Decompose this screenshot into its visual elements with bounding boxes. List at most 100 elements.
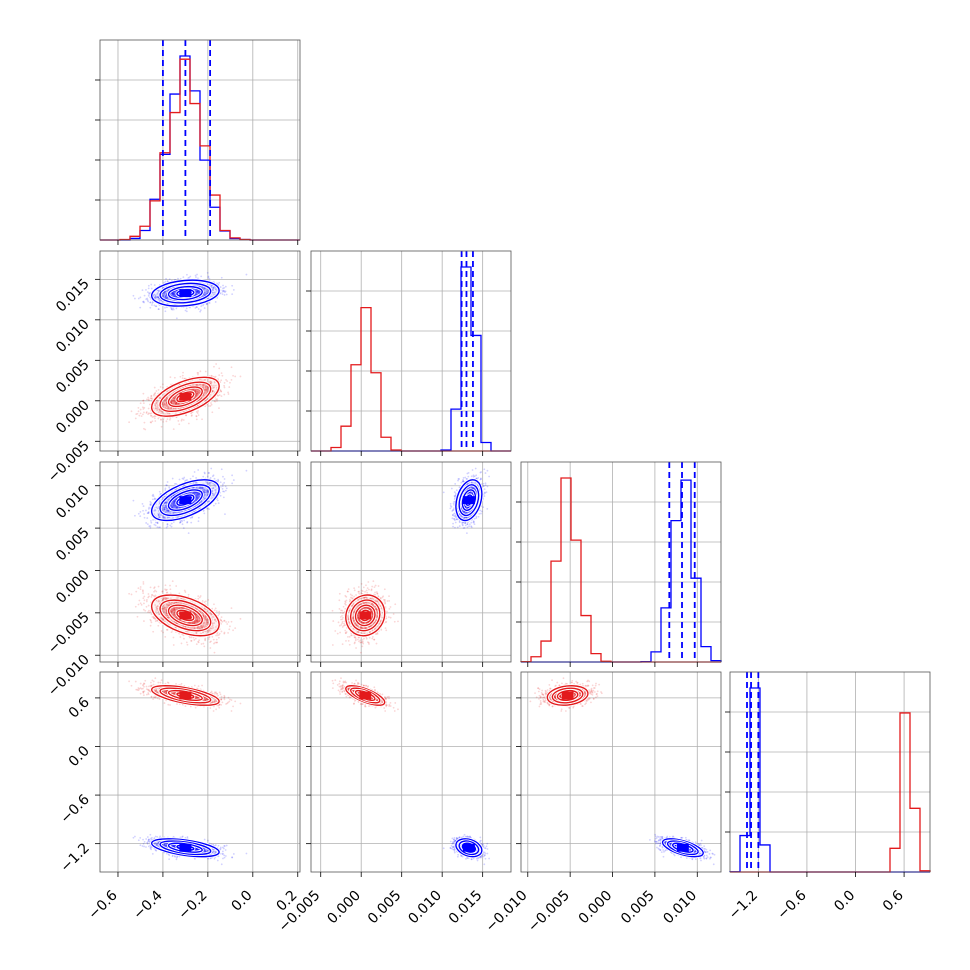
sample-point xyxy=(175,307,178,310)
sample-point xyxy=(173,295,175,297)
sample-point xyxy=(142,402,145,404)
sample-point xyxy=(134,514,136,517)
sample-point xyxy=(231,474,234,477)
scatter-blue xyxy=(132,467,248,534)
sample-point xyxy=(165,297,168,299)
sample-point xyxy=(153,417,156,420)
sample-point xyxy=(195,643,198,646)
sample-point xyxy=(220,395,223,398)
sample-point xyxy=(206,303,208,306)
sample-point xyxy=(164,635,167,638)
sample-point xyxy=(186,479,189,481)
sample-point xyxy=(165,526,168,529)
sample-point xyxy=(225,487,228,490)
sample-point xyxy=(204,291,206,294)
sample-point xyxy=(163,293,166,295)
sample-point xyxy=(220,372,223,375)
sample-point xyxy=(228,386,231,388)
sample-point xyxy=(221,289,224,292)
sample-point xyxy=(148,293,150,295)
sample-point xyxy=(228,628,231,631)
sample-point xyxy=(179,636,182,638)
sample-point xyxy=(147,512,150,515)
sample-point xyxy=(214,400,217,403)
sample-point xyxy=(179,375,182,378)
sample-point xyxy=(147,284,150,287)
sample-point xyxy=(224,290,227,293)
histogram-blue xyxy=(311,266,511,452)
scatter-blue xyxy=(132,271,248,320)
sample-point xyxy=(145,600,148,603)
sample-point xyxy=(227,393,230,395)
sample-point xyxy=(169,524,172,527)
sample-point xyxy=(154,295,157,298)
sample-point xyxy=(215,398,217,401)
sample-point xyxy=(149,526,152,529)
sample-point xyxy=(147,396,150,399)
sample-point xyxy=(169,418,171,421)
sample-point xyxy=(207,638,210,640)
sample-point xyxy=(162,420,165,423)
sample-point xyxy=(181,418,183,421)
sample-point xyxy=(231,482,234,485)
scatter-red xyxy=(128,580,242,654)
sample-point xyxy=(196,306,198,309)
sample-point xyxy=(150,283,153,286)
sample-point xyxy=(222,287,224,290)
sample-point xyxy=(175,317,178,320)
sample-point xyxy=(216,499,219,502)
sample-point xyxy=(182,527,185,529)
sample-point xyxy=(171,477,174,480)
sample-point xyxy=(210,374,213,377)
sample-point xyxy=(212,474,215,477)
sample-point xyxy=(150,397,153,400)
sample-point xyxy=(145,298,148,301)
sample-point xyxy=(142,590,144,593)
sample-point xyxy=(187,422,190,425)
sample-point xyxy=(139,602,142,605)
sample-point xyxy=(190,639,192,642)
sample-point xyxy=(184,309,187,312)
sample-point xyxy=(220,276,223,279)
sample-point xyxy=(140,603,143,606)
sample-point xyxy=(157,624,160,627)
sample-point xyxy=(197,373,199,376)
sample-point xyxy=(207,275,210,278)
sample-point xyxy=(143,595,146,598)
sample-point xyxy=(223,384,226,387)
sample-point xyxy=(157,388,160,391)
sample-point xyxy=(183,476,186,479)
sample-point xyxy=(181,477,184,480)
sample-point xyxy=(239,375,242,378)
sample-point xyxy=(145,522,148,524)
panel-border xyxy=(310,250,512,452)
sample-point xyxy=(201,418,203,421)
sample-point xyxy=(218,367,221,370)
sample-point xyxy=(162,294,165,296)
sample-point xyxy=(195,276,197,279)
sample-point xyxy=(195,290,198,293)
sample-point xyxy=(142,592,145,595)
sample-point xyxy=(172,308,175,311)
sample-point xyxy=(197,520,200,523)
sample-point xyxy=(205,292,208,295)
sample-point xyxy=(156,526,159,529)
sample-point xyxy=(209,477,212,479)
sample-point xyxy=(194,274,197,277)
sample-point xyxy=(182,419,185,421)
sample-point xyxy=(150,414,153,417)
sample-point xyxy=(245,273,248,276)
sample-point xyxy=(197,410,199,412)
sample-point xyxy=(214,502,217,505)
sample-point xyxy=(206,271,209,274)
sample-point xyxy=(223,294,226,296)
sample-point xyxy=(166,289,169,292)
sample-point xyxy=(223,287,226,289)
sample-point xyxy=(223,478,226,480)
sample-point xyxy=(224,513,226,516)
sample-point xyxy=(147,507,150,510)
sample-point xyxy=(147,300,150,303)
sample-point xyxy=(144,428,147,431)
sample-point xyxy=(234,375,237,378)
